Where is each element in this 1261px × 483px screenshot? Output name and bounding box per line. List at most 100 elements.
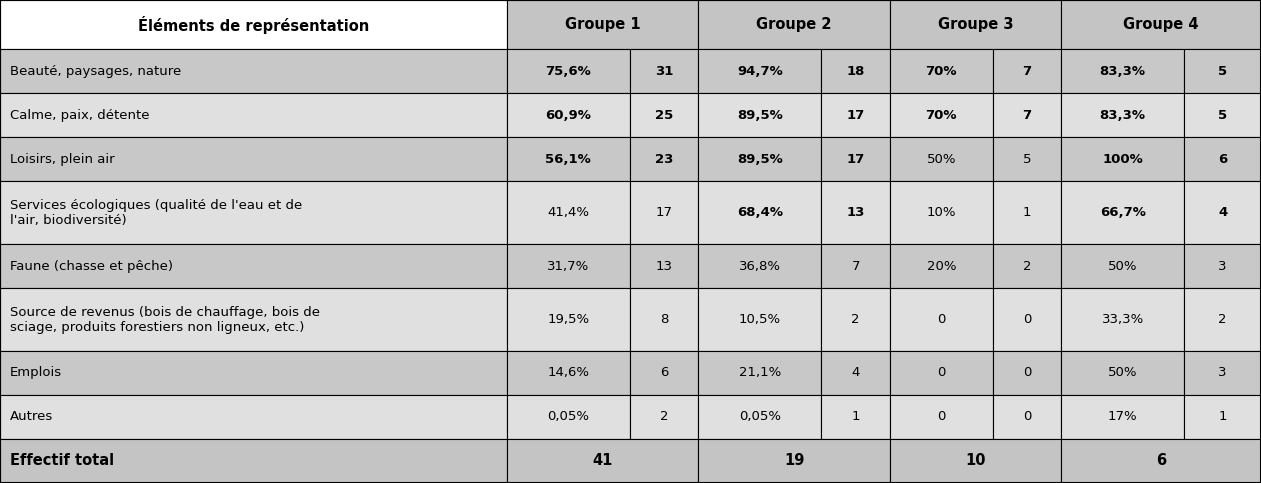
Text: Groupe 3: Groupe 3 (938, 17, 1014, 32)
Bar (992, 288, 1061, 351)
Text: 18: 18 (846, 65, 865, 78)
Bar (1061, 395, 1184, 439)
Bar (992, 351, 1061, 395)
Text: 31: 31 (654, 65, 673, 78)
Text: 0: 0 (1023, 367, 1031, 380)
Text: 75,6%: 75,6% (545, 65, 591, 78)
Text: Éléments de représentation: Éléments de représentation (137, 15, 369, 34)
Text: 7: 7 (1023, 65, 1031, 78)
Bar (629, 49, 699, 93)
Text: 1: 1 (1218, 411, 1227, 424)
Text: 0,05%: 0,05% (547, 411, 589, 424)
Bar (0, 351, 507, 395)
Text: 0: 0 (937, 367, 946, 380)
Text: 17: 17 (846, 153, 865, 166)
Bar (699, 244, 821, 288)
Bar (890, 244, 992, 288)
Text: 89,5%: 89,5% (736, 109, 783, 122)
Bar (1061, 288, 1184, 351)
Text: 17%: 17% (1108, 411, 1137, 424)
Text: 10,5%: 10,5% (739, 313, 781, 326)
Text: 21,1%: 21,1% (739, 367, 781, 380)
Text: 10: 10 (965, 454, 986, 469)
Text: 23: 23 (654, 153, 673, 166)
Text: 3: 3 (1218, 260, 1227, 272)
Bar (992, 49, 1061, 93)
Bar (992, 137, 1061, 181)
Bar (507, 351, 629, 395)
Text: 17: 17 (656, 206, 672, 219)
Bar (1184, 288, 1261, 351)
Text: 100%: 100% (1102, 153, 1142, 166)
Bar (1184, 181, 1261, 244)
Bar (0, 49, 507, 93)
Bar (699, 49, 821, 93)
Bar (699, 439, 890, 483)
Bar (629, 288, 699, 351)
Bar (821, 93, 890, 137)
Bar (507, 181, 629, 244)
Text: 5: 5 (1023, 153, 1031, 166)
Bar (890, 0, 1061, 49)
Bar (629, 137, 699, 181)
Text: 6: 6 (1156, 454, 1166, 469)
Bar (699, 395, 821, 439)
Bar (507, 439, 699, 483)
Bar (1061, 0, 1261, 49)
Bar (507, 244, 629, 288)
Bar (699, 93, 821, 137)
Bar (507, 395, 629, 439)
Bar (821, 181, 890, 244)
Bar (1061, 351, 1184, 395)
Text: Services écologiques (qualité de l'eau et de
l'air, biodiversité): Services écologiques (qualité de l'eau e… (10, 199, 303, 227)
Text: 56,1%: 56,1% (545, 153, 591, 166)
Bar (0, 395, 507, 439)
Text: 41: 41 (593, 454, 613, 469)
Bar (1061, 93, 1184, 137)
Bar (821, 395, 890, 439)
Text: 60,9%: 60,9% (545, 109, 591, 122)
Text: 20%: 20% (927, 260, 956, 272)
Text: 4: 4 (1218, 206, 1227, 219)
Bar (890, 439, 1061, 483)
Text: 17: 17 (846, 109, 865, 122)
Text: 6: 6 (660, 367, 668, 380)
Text: 25: 25 (654, 109, 673, 122)
Text: 0,05%: 0,05% (739, 411, 781, 424)
Text: 19,5%: 19,5% (547, 313, 589, 326)
Bar (890, 288, 992, 351)
Text: 89,5%: 89,5% (736, 153, 783, 166)
Text: Loisirs, plein air: Loisirs, plein air (10, 153, 115, 166)
Text: 0: 0 (937, 313, 946, 326)
Bar (699, 137, 821, 181)
Bar (821, 351, 890, 395)
Text: Autres: Autres (10, 411, 53, 424)
Text: 2: 2 (1218, 313, 1227, 326)
Text: 94,7%: 94,7% (736, 65, 783, 78)
Bar (507, 0, 699, 49)
Text: Groupe 2: Groupe 2 (757, 17, 832, 32)
Bar (0, 439, 507, 483)
Bar (629, 181, 699, 244)
Bar (0, 93, 507, 137)
Text: 3: 3 (1218, 367, 1227, 380)
Text: 83,3%: 83,3% (1100, 109, 1146, 122)
Bar (699, 181, 821, 244)
Bar (0, 137, 507, 181)
Text: 4: 4 (851, 367, 860, 380)
Text: 6: 6 (1218, 153, 1227, 166)
Text: 50%: 50% (1108, 260, 1137, 272)
Bar (1061, 244, 1184, 288)
Text: 2: 2 (851, 313, 860, 326)
Bar (1184, 395, 1261, 439)
Bar (699, 351, 821, 395)
Text: 31,7%: 31,7% (547, 260, 589, 272)
Text: Source de revenus (bois de chauffage, bois de
sciage, produits forestiers non li: Source de revenus (bois de chauffage, bo… (10, 306, 320, 334)
Text: 14,6%: 14,6% (547, 367, 589, 380)
Bar (699, 0, 890, 49)
Text: 0: 0 (1023, 313, 1031, 326)
Text: Calme, paix, détente: Calme, paix, détente (10, 109, 150, 122)
Text: 7: 7 (1023, 109, 1031, 122)
Text: 41,4%: 41,4% (547, 206, 589, 219)
Text: 70%: 70% (926, 65, 957, 78)
